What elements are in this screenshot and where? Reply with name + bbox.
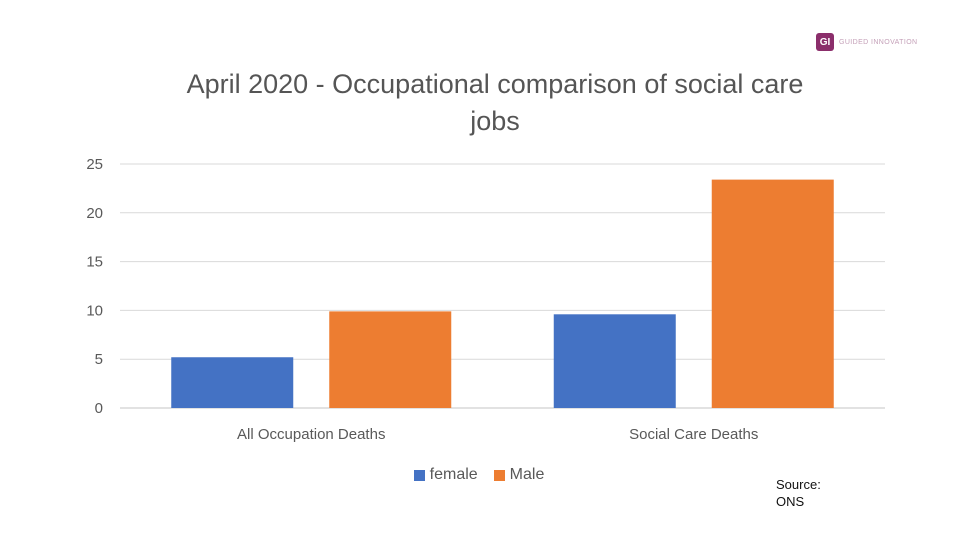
y-tick-label-15: 15 — [86, 254, 103, 271]
legend-swatch-female — [413, 469, 425, 481]
legend-label-male: Male — [509, 466, 545, 483]
legend-item-male: Male — [493, 466, 545, 484]
x-category-label-0: All Occupation Deaths — [237, 426, 385, 443]
chart-title-line-1: April 2020 - Occupational comparison of … — [186, 69, 804, 99]
legend-label-female: female — [429, 466, 478, 483]
bar-female-1 — [553, 314, 676, 408]
bar-male-1 — [711, 179, 834, 408]
x-category-label-1: Social Care Deaths — [629, 426, 758, 443]
y-axis-ticks: 0 5 10 15 20 25 — [86, 156, 103, 417]
source-label: Source: — [776, 477, 821, 492]
bar-male-0 — [329, 311, 452, 408]
chart-title: April 2020 - Occupational comparison of … — [150, 66, 840, 140]
y-tick-label-20: 20 — [86, 205, 103, 222]
logo-badge: GI — [816, 33, 834, 51]
brand-logo: GI Guided Innovation — [816, 33, 918, 51]
source-value: ONS — [776, 494, 805, 509]
source-note: Source: ONS — [776, 476, 821, 510]
bars — [171, 179, 834, 408]
y-tick-label-10: 10 — [86, 302, 103, 319]
y-tick-label-25: 25 — [86, 156, 103, 173]
chart-title-line-2: jobs — [470, 106, 520, 136]
logo-text: Guided Innovation — [839, 38, 918, 46]
legend-swatch-male — [493, 469, 505, 481]
bar-female-0 — [171, 357, 294, 408]
legend: female Male — [0, 466, 958, 484]
y-tick-label-0: 0 — [95, 400, 103, 417]
x-axis-categories: All Occupation Deaths Social Care Deaths — [237, 426, 758, 443]
legend-item-female: female — [413, 466, 478, 484]
y-tick-label-5: 5 — [95, 351, 103, 368]
